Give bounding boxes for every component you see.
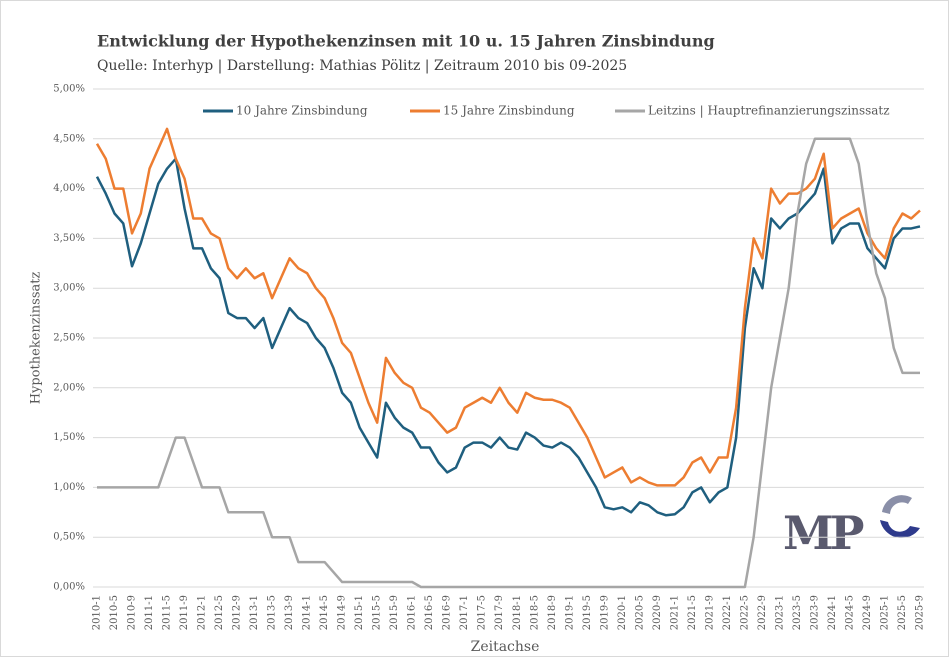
x-tick-label: 2018-1 — [512, 595, 523, 630]
x-tick-label: 2010-9 — [127, 595, 138, 630]
y-tick-label: 0,00% — [53, 582, 85, 593]
x-tick-label: 2016-1 — [407, 595, 418, 630]
x-tick-label: 2020-1 — [617, 595, 628, 630]
x-tick-label: 2025-5 — [897, 595, 908, 630]
y-tick-label: 2,00% — [53, 382, 85, 393]
x-tick-label: 2013-5 — [267, 595, 278, 630]
x-tick-label: 2020-9 — [652, 595, 663, 630]
x-tick-label: 2012-5 — [214, 595, 225, 630]
x-tick-label: 2022-9 — [757, 595, 768, 630]
legend-item: 15 Jahre Zinsbindung — [410, 104, 575, 118]
x-tick-label: 2023-5 — [792, 595, 803, 630]
x-tick-label: 2019-5 — [582, 595, 593, 630]
x-tick-label: 2021-5 — [687, 595, 698, 630]
x-tick-label: 2018-5 — [529, 595, 540, 630]
x-tick-label: 2016-5 — [424, 595, 435, 630]
y-tick-label: 1,00% — [53, 482, 85, 493]
legend-label: 10 Jahre Zinsbindung — [236, 104, 368, 118]
y-tick-label: 1,50% — [53, 432, 85, 443]
x-tick-label: 2012-9 — [232, 595, 243, 630]
x-tick-label: 2021-9 — [704, 595, 715, 630]
x-tick-label: 2020-5 — [634, 595, 645, 630]
y-tick-label: 5,00% — [53, 84, 85, 95]
x-axis-label: Zeitachse — [471, 639, 540, 655]
x-tick-label: 2024-5 — [844, 595, 855, 630]
x-tick-label: 2010-1 — [92, 595, 103, 630]
x-tick-label: 2023-9 — [809, 595, 820, 630]
x-tick-label: 2023-1 — [774, 595, 785, 630]
x-tick-label: 2016-9 — [442, 595, 453, 630]
x-tick-label: 2010-5 — [109, 595, 120, 630]
x-tick-label: 2024-1 — [827, 595, 838, 630]
x-tick-label: 2015-1 — [354, 595, 365, 630]
x-tick-label: 2012-1 — [197, 595, 208, 630]
series-line — [95, 157, 921, 517]
x-tick-label: 2011-5 — [162, 595, 173, 630]
x-tick-label: 2019-9 — [599, 595, 610, 630]
x-tick-label: 2011-1 — [144, 595, 155, 630]
x-tick-label: 2014-1 — [302, 595, 313, 630]
y-tick-label: 3,00% — [53, 283, 85, 294]
x-tick-label: 2022-1 — [722, 595, 733, 630]
x-tick-label: 2011-9 — [179, 595, 190, 630]
x-tick-label: 2013-1 — [249, 595, 260, 630]
x-tick-label: 2017-1 — [459, 595, 470, 630]
chart-subtitle: Quelle: Interhyp | Darstellung: Mathias … — [97, 58, 627, 74]
x-tick-label: 2025-9 — [915, 595, 926, 630]
legend-item: Leitzins | Hauptrefinanzierungszinssatz — [615, 104, 890, 118]
x-tick-label: 2022-5 — [739, 595, 750, 630]
logo-text: MP — [783, 506, 864, 560]
x-tick-label: 2015-5 — [372, 595, 383, 630]
y-tick-label: 3,50% — [53, 233, 85, 244]
x-tick-label: 2021-1 — [669, 595, 680, 630]
x-tick-label: 2017-9 — [494, 595, 505, 630]
chart-title: Entwicklung der Hypothekenzinsen mit 10 … — [97, 32, 715, 51]
legend-item: 10 Jahre Zinsbindung — [203, 104, 368, 118]
x-tick-label: 2014-9 — [337, 595, 348, 630]
logo: MP — [783, 495, 920, 560]
x-tick-label: 2017-5 — [477, 595, 488, 630]
x-tick-label: 2019-1 — [564, 595, 575, 630]
legend-label: 15 Jahre Zinsbindung — [443, 104, 575, 118]
y-tick-label: 4,00% — [53, 183, 85, 194]
y-tick-label: 0,50% — [53, 532, 85, 543]
x-tick-label: 2014-5 — [319, 595, 330, 630]
y-tick-label: 2,50% — [53, 333, 85, 344]
series-line — [95, 127, 921, 487]
x-tick-label: 2025-1 — [879, 595, 890, 630]
x-tick-label: 2013-9 — [284, 595, 295, 630]
y-tick-label: 4,50% — [53, 133, 85, 144]
x-tick-label: 2024-9 — [862, 595, 873, 630]
series-line — [97, 137, 920, 589]
legend-label: Leitzins | Hauptrefinanzierungszinssatz — [648, 104, 890, 118]
x-tick-label: 2018-9 — [547, 595, 558, 630]
logo-swoosh — [882, 495, 912, 514]
y-axis-label: Hypothekenzinssatz — [29, 272, 44, 405]
x-tick-label: 2015-9 — [389, 595, 400, 630]
logo-swoosh — [880, 520, 920, 538]
